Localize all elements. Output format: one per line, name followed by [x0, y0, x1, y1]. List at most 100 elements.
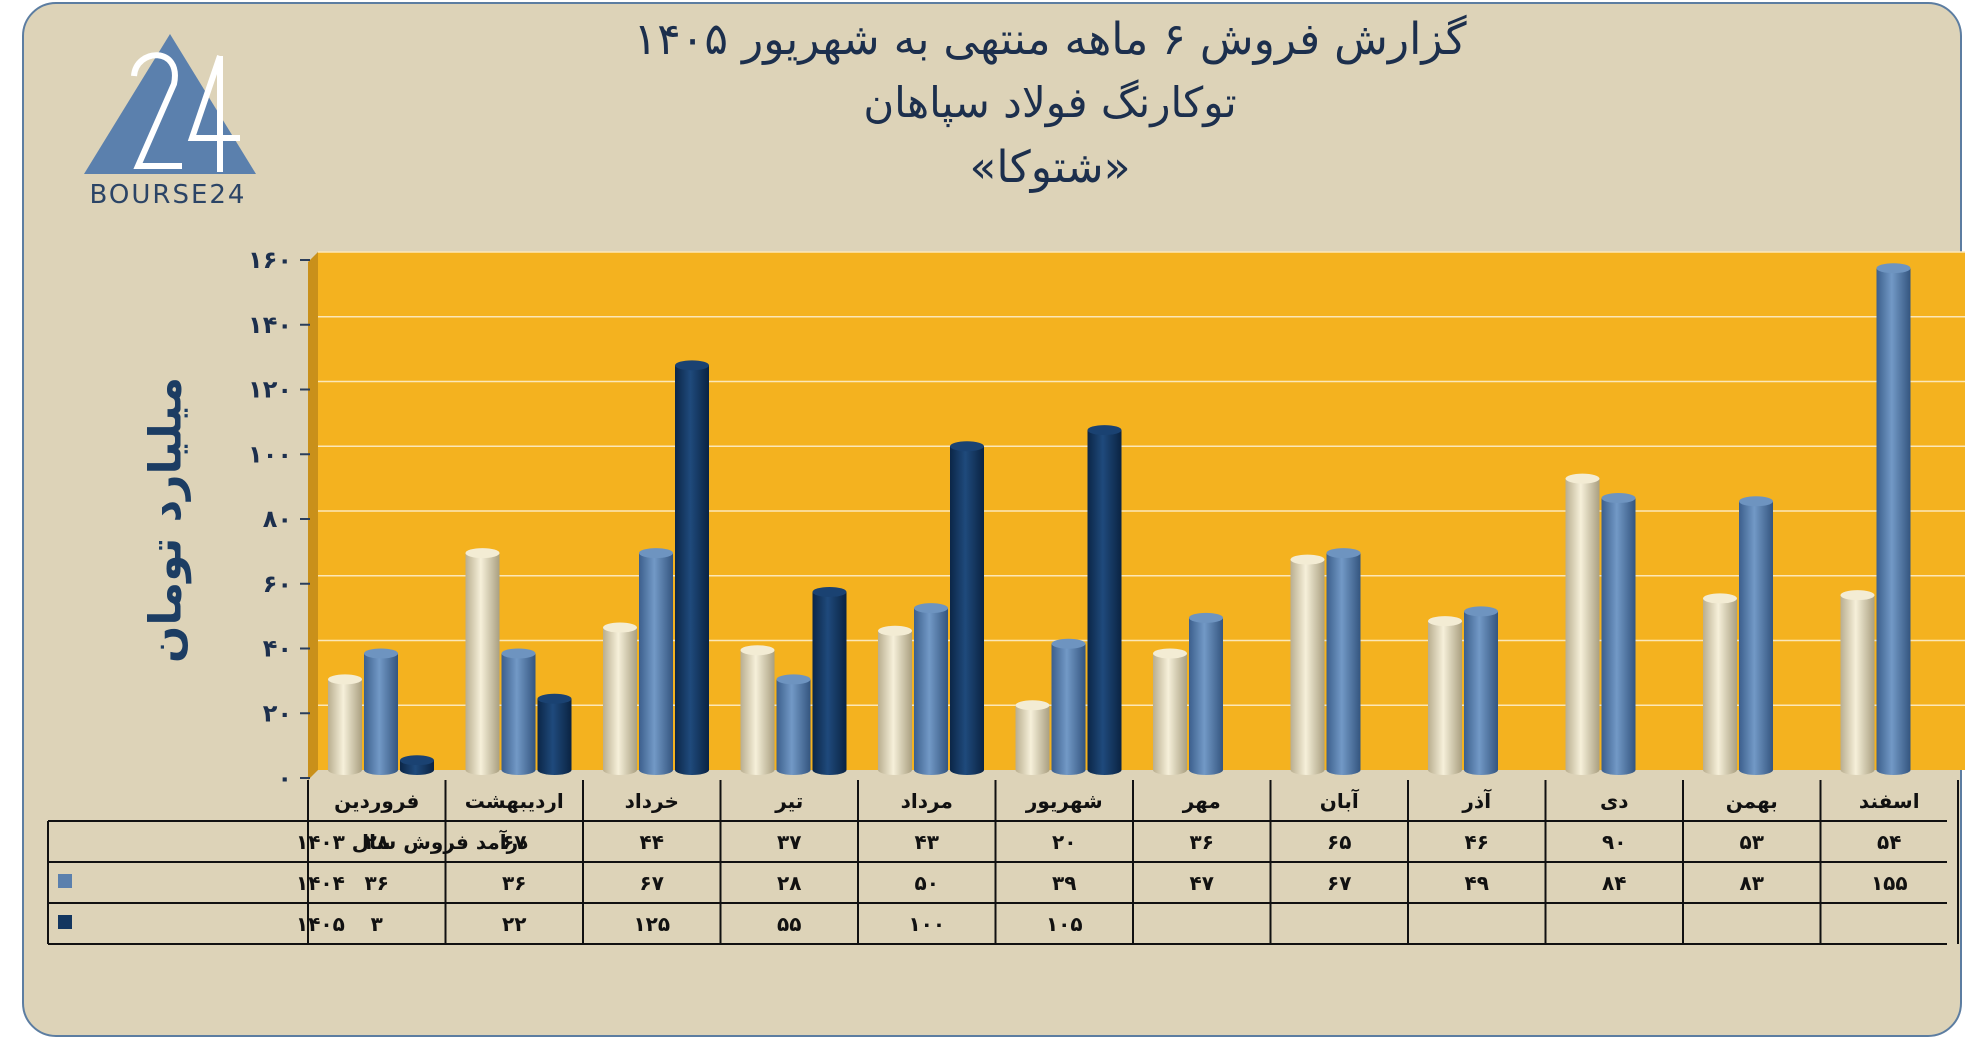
- bar-base: [1739, 765, 1773, 775]
- bar: [1739, 501, 1773, 770]
- company-name: توکارنگ فولاد سپاهان: [863, 78, 1237, 127]
- bar: [639, 553, 673, 770]
- logo-text: BOURSE24: [89, 180, 247, 210]
- table-cell: ۱۲۵: [633, 912, 670, 936]
- bar: [1290, 559, 1325, 770]
- table-cell: ۶۷: [640, 871, 664, 895]
- table-cell: ۴۷: [1190, 871, 1214, 895]
- table-cell: ۸۳: [1740, 871, 1764, 895]
- bar-base: [537, 765, 572, 775]
- bar: [878, 630, 912, 770]
- bar: [1087, 430, 1122, 770]
- bar-cap: [1189, 612, 1223, 623]
- bar-cap: [364, 648, 398, 659]
- y-tick-label: ۱۰۰: [248, 440, 292, 468]
- table-cell: ۳۶: [1190, 830, 1214, 854]
- y-tick-label: ۴۰: [263, 635, 292, 663]
- table-cell: ۴۴: [640, 830, 664, 854]
- bar-cap: [1087, 425, 1122, 436]
- bar: [1015, 705, 1050, 770]
- bar-base: [1189, 765, 1223, 775]
- table-cell: ۱۰۵: [1046, 912, 1083, 936]
- bar-cap: [1326, 548, 1361, 559]
- bar-base: [501, 765, 536, 775]
- x-tick-label: اردیبهشت: [465, 789, 564, 813]
- y-tick-label: ۱۲۰: [248, 376, 292, 404]
- table-cell: ۲۰: [1052, 830, 1076, 854]
- bar-cap: [501, 648, 536, 659]
- table-cell: ۹۰: [1602, 830, 1626, 854]
- table-cell: ۲۸: [365, 830, 389, 854]
- bar: [950, 446, 984, 770]
- bar-base: [776, 765, 811, 775]
- table-cell: ۵۵: [777, 912, 801, 936]
- bar: [675, 365, 709, 770]
- bar: [1326, 553, 1361, 770]
- bar-cap: [1601, 493, 1636, 504]
- bar-cap: [639, 548, 673, 559]
- x-tick-label: تیر: [774, 789, 803, 813]
- bar-base: [1015, 765, 1050, 775]
- bourse24-triangle-logo-icon: [84, 34, 256, 174]
- bar-base: [364, 765, 398, 775]
- bar-cap: [950, 441, 984, 452]
- table-cell: ۶۵: [1327, 830, 1351, 854]
- x-tick-label: دی: [1600, 789, 1629, 813]
- bar-base: [1290, 765, 1325, 775]
- legend-label: ۱۴۰۵: [296, 912, 345, 936]
- table-cell: ۴۶: [1465, 830, 1489, 854]
- x-tick-label: مرداد: [901, 789, 953, 813]
- y-tick-label: ۲۰: [263, 699, 292, 727]
- x-tick-label: اسفند: [1859, 789, 1920, 813]
- bar: [1840, 595, 1875, 770]
- table-cell: ۱۰۰: [908, 912, 945, 936]
- bar-base: [1703, 765, 1737, 775]
- bar-base: [878, 765, 912, 775]
- bar: [740, 650, 775, 770]
- table-cell: ۳۹: [1052, 871, 1076, 895]
- bar: [1153, 653, 1187, 770]
- y-tick-label: ۱۴۰: [248, 311, 292, 339]
- x-tick-label: آبان: [1320, 788, 1360, 813]
- x-tick-label: مهر: [1182, 789, 1221, 813]
- table-cell: ۸۴: [1602, 871, 1626, 895]
- bar: [1051, 643, 1086, 770]
- bar: [501, 653, 536, 770]
- bar-cap: [603, 622, 637, 633]
- x-tick-label: بهمن: [1726, 789, 1778, 813]
- y-tick-label: ۶۰: [263, 570, 292, 598]
- bar-cap: [1876, 263, 1911, 274]
- bar: [1703, 598, 1737, 770]
- y-tick-label: ۸۰: [263, 505, 292, 533]
- y-tick-label: ۱۶۰: [248, 246, 292, 274]
- bar-base: [1876, 765, 1911, 775]
- table-cell: ۶۷: [1327, 871, 1351, 895]
- bar: [1601, 498, 1636, 770]
- bar: [537, 698, 572, 770]
- bar-cap: [328, 674, 362, 685]
- bar: [776, 679, 811, 770]
- bar-cap: [675, 360, 709, 371]
- bar-cap: [1703, 593, 1737, 604]
- bar-cap: [1015, 700, 1050, 711]
- bar: [1876, 268, 1911, 770]
- table-cell: ۱۵۵: [1871, 871, 1908, 895]
- y-tick-label: ۰: [277, 764, 292, 792]
- bar-cap: [740, 645, 775, 656]
- bar-cap: [812, 586, 847, 597]
- x-tick-label: خرداد: [625, 789, 679, 813]
- bar-cap: [776, 674, 811, 685]
- bar: [465, 553, 500, 770]
- bar-base: [1601, 765, 1636, 775]
- x-tick-label: فروردین: [334, 789, 419, 813]
- bar-cap: [1739, 496, 1773, 507]
- bar-cap: [1153, 648, 1187, 659]
- bar-cap: [1428, 616, 1462, 627]
- bar-base: [1051, 765, 1086, 775]
- bar-cap: [1051, 638, 1086, 649]
- bar: [812, 591, 847, 770]
- bar-cap: [1565, 473, 1600, 484]
- bar-base: [400, 765, 434, 775]
